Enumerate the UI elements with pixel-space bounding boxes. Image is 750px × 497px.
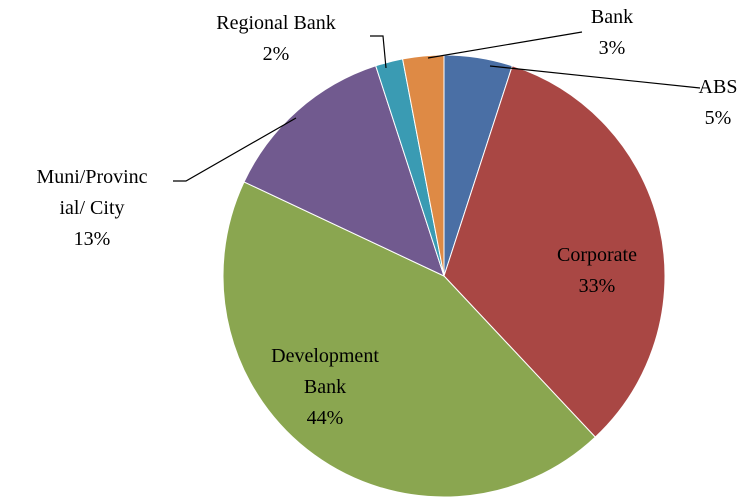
slice-label: Development Bank 44% <box>250 341 400 434</box>
pie-slice <box>443 65 666 438</box>
slice-label: ABS 5% <box>688 72 748 134</box>
value-label: 2% <box>262 43 290 65</box>
value-label: 13% <box>73 228 111 250</box>
category-name: Development Bank <box>271 345 379 398</box>
category-name: Regional Bank <box>216 12 336 34</box>
category-name: Muni/Provincial/ City <box>36 166 148 219</box>
slice-label: Corporate 33% <box>527 240 667 302</box>
value-label: 3% <box>598 37 626 59</box>
leader-line <box>489 65 701 89</box>
slice-label: Muni/Provincial/ City 13% <box>35 162 149 255</box>
category-name: Corporate <box>557 244 637 266</box>
pie-slice <box>243 65 445 277</box>
leader-line <box>370 35 387 69</box>
category-name: ABS <box>698 76 738 98</box>
category-name: Bank <box>590 6 634 28</box>
leader-line <box>173 117 297 182</box>
pie-slice <box>222 181 596 497</box>
leader-lines <box>173 31 701 182</box>
slice-label: Regional Bank 2% <box>196 8 356 70</box>
leader-line <box>427 31 583 59</box>
slice-label: Bank 3% <box>582 2 642 64</box>
value-label: 33% <box>578 275 616 297</box>
value-label: 5% <box>704 107 732 129</box>
slices <box>222 54 666 497</box>
value-label: 44% <box>306 407 344 429</box>
